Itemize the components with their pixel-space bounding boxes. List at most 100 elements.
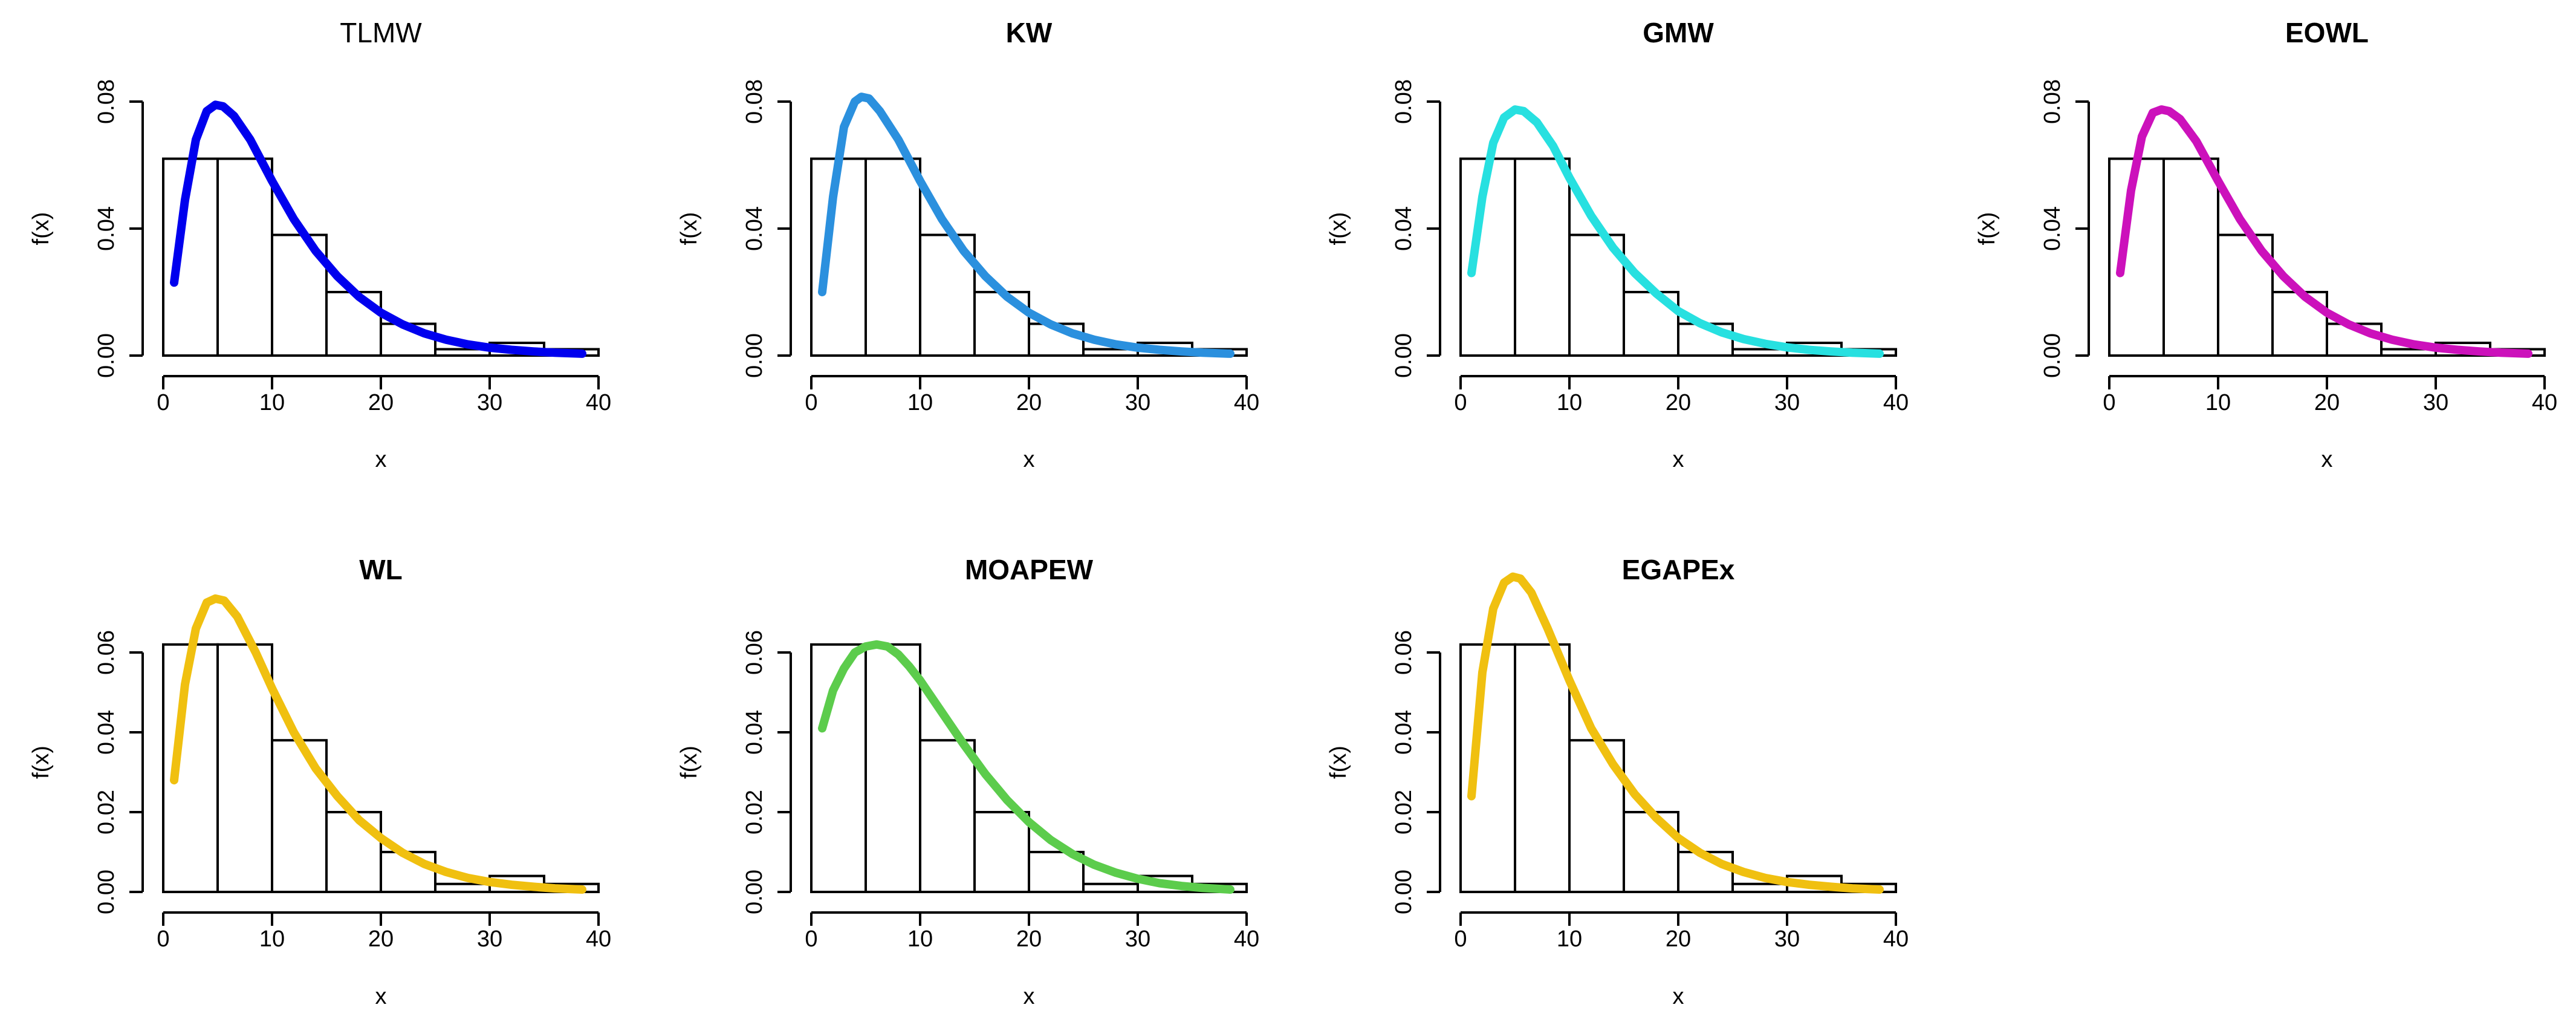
y-axis-label: f(x) xyxy=(1974,212,2000,246)
x-tick-label: 40 xyxy=(1234,390,1259,415)
y-tick-label: 0.00 xyxy=(1391,870,1416,914)
y-tick-label: 0.00 xyxy=(1391,333,1416,378)
histogram-bar xyxy=(1459,643,1516,894)
x-axis-label: x xyxy=(1673,447,1684,472)
y-tick-label: 0.04 xyxy=(742,710,767,755)
x-tick-label: 10 xyxy=(2205,390,2231,415)
density-curve xyxy=(818,640,1234,894)
x-tick-label: 20 xyxy=(368,390,394,415)
x-tick-label: 40 xyxy=(1234,926,1259,952)
y-axis-label: f(x) xyxy=(28,212,54,246)
chart-panel-egapex: EGAPEx 0 10 20 30 40 x 0.00 0.02 0.04 0.06 f(x) xyxy=(1326,554,1909,1009)
chart-panel-tlmw: TLMW 0 10 20 30 40 x 0.00 0.04 0.08 f(x) xyxy=(28,17,611,472)
x-tick-label: 40 xyxy=(586,390,611,415)
density-curve xyxy=(2116,105,2532,358)
histogram-bar xyxy=(1514,157,1571,357)
x-tick-label: 20 xyxy=(1666,926,1691,952)
x-tick-label: 20 xyxy=(1016,926,1042,952)
x-tick-label: 0 xyxy=(1454,926,1467,952)
histogram-bar xyxy=(271,739,328,893)
histogram-bar xyxy=(434,882,491,894)
x-axis-label: x xyxy=(2321,447,2333,472)
x-tick-label: 0 xyxy=(1454,390,1467,415)
histogram-bar xyxy=(1514,643,1571,894)
y-tick-label: 0.08 xyxy=(94,79,119,124)
histogram-bar xyxy=(1028,851,1085,893)
x-tick-label: 10 xyxy=(907,390,933,415)
x-tick-label: 30 xyxy=(1125,926,1150,952)
y-tick-label: 0.08 xyxy=(2040,79,2065,124)
chart-title: EOWL xyxy=(2285,17,2369,48)
y-tick-label: 0.00 xyxy=(742,870,767,914)
chart-panel-wl: WL 0 10 20 30 40 x 0.00 0.02 0.04 0.06 f(x) xyxy=(28,554,611,1009)
density-curve xyxy=(1467,105,1884,358)
histogram-bar xyxy=(1568,233,1625,357)
x-tick-label: 30 xyxy=(1774,390,1800,415)
y-tick-label: 0.04 xyxy=(1391,710,1416,755)
y-tick-label: 0.00 xyxy=(742,333,767,378)
x-tick-label: 40 xyxy=(1883,926,1909,952)
y-axis-label: f(x) xyxy=(676,212,702,246)
y-tick-label: 0.08 xyxy=(742,79,767,124)
x-tick-label: 10 xyxy=(259,926,285,952)
y-tick-label: 0.04 xyxy=(94,206,119,251)
histogram-bar xyxy=(216,157,273,357)
x-tick-label: 30 xyxy=(2423,390,2448,415)
y-axis-label: f(x) xyxy=(676,746,702,779)
density-curve xyxy=(1467,572,1884,894)
x-tick-label: 0 xyxy=(157,390,169,415)
chart-panel-eowl: EOWL 0 10 20 30 40 x 0.00 0.04 0.08 f(x) xyxy=(1974,17,2557,472)
y-tick-label: 0.02 xyxy=(94,790,119,834)
chart-title: EGAPEx xyxy=(1622,554,1735,585)
y-tick-label: 0.02 xyxy=(742,790,767,834)
histogram-bar xyxy=(325,811,382,893)
x-tick-label: 40 xyxy=(2532,390,2557,415)
x-axis-label: x xyxy=(375,984,387,1009)
y-axis-label: f(x) xyxy=(28,746,54,779)
x-tick-label: 10 xyxy=(907,926,933,952)
density-curve xyxy=(818,93,1234,358)
y-tick-label: 0.08 xyxy=(1391,79,1416,124)
x-tick-label: 40 xyxy=(1883,390,1909,415)
y-tick-label: 0.04 xyxy=(2040,206,2065,251)
chart-title: MOAPEW xyxy=(965,554,1094,585)
y-tick-label: 0.04 xyxy=(742,206,767,251)
histogram-bar xyxy=(216,643,273,894)
histogram-bar xyxy=(865,643,921,894)
y-tick-label: 0.00 xyxy=(94,870,119,914)
x-tick-label: 30 xyxy=(1125,390,1150,415)
histogram-bar xyxy=(2108,157,2165,357)
x-tick-label: 20 xyxy=(1016,390,1042,415)
x-tick-label: 0 xyxy=(157,926,169,952)
x-axis-label: x xyxy=(1024,447,1035,472)
histogram-bar xyxy=(2162,157,2219,357)
y-axis-label: f(x) xyxy=(1326,212,1351,246)
x-tick-label: 10 xyxy=(1557,926,1582,952)
chart-panel-moapew: MOAPEW 0 10 20 30 40 x 0.00 0.02 0.04 0.06 f(x) xyxy=(676,554,1259,1009)
chart-title: GMW xyxy=(1643,17,1714,48)
panels-group: TLMW 0 10 20 30 40 x 0.00 0.04 0.08 f(x) KW 0 10 20 30 4… xyxy=(28,17,2557,1009)
density-curve xyxy=(170,594,586,894)
chart-panel-kw: KW 0 10 20 30 40 x 0.00 0.04 0.08 f(x) xyxy=(676,17,1259,472)
x-tick-label: 30 xyxy=(477,926,502,952)
histogram-bar xyxy=(919,739,976,893)
y-tick-label: 0.04 xyxy=(94,710,119,755)
histogram-bar xyxy=(865,157,921,357)
histogram-bar xyxy=(1731,882,1788,894)
x-tick-label: 0 xyxy=(2103,390,2115,415)
density-curve xyxy=(170,100,586,358)
x-tick-label: 10 xyxy=(259,390,285,415)
x-tick-label: 0 xyxy=(805,926,817,952)
y-tick-label: 0.00 xyxy=(2040,333,2065,378)
y-tick-label: 0.06 xyxy=(1391,630,1416,675)
histogram-bar xyxy=(973,811,1030,893)
x-tick-label: 20 xyxy=(1666,390,1691,415)
x-tick-label: 20 xyxy=(368,926,394,952)
histogram-bar xyxy=(1623,811,1679,893)
chart-title: KW xyxy=(1006,17,1053,48)
chart-panel-gmw: GMW 0 10 20 30 40 x 0.00 0.04 0.08 f(x) xyxy=(1326,17,1909,472)
y-tick-label: 0.06 xyxy=(94,630,119,675)
x-axis-label: x xyxy=(1673,984,1684,1009)
x-tick-label: 30 xyxy=(1774,926,1800,952)
x-axis-label: x xyxy=(1024,984,1035,1009)
